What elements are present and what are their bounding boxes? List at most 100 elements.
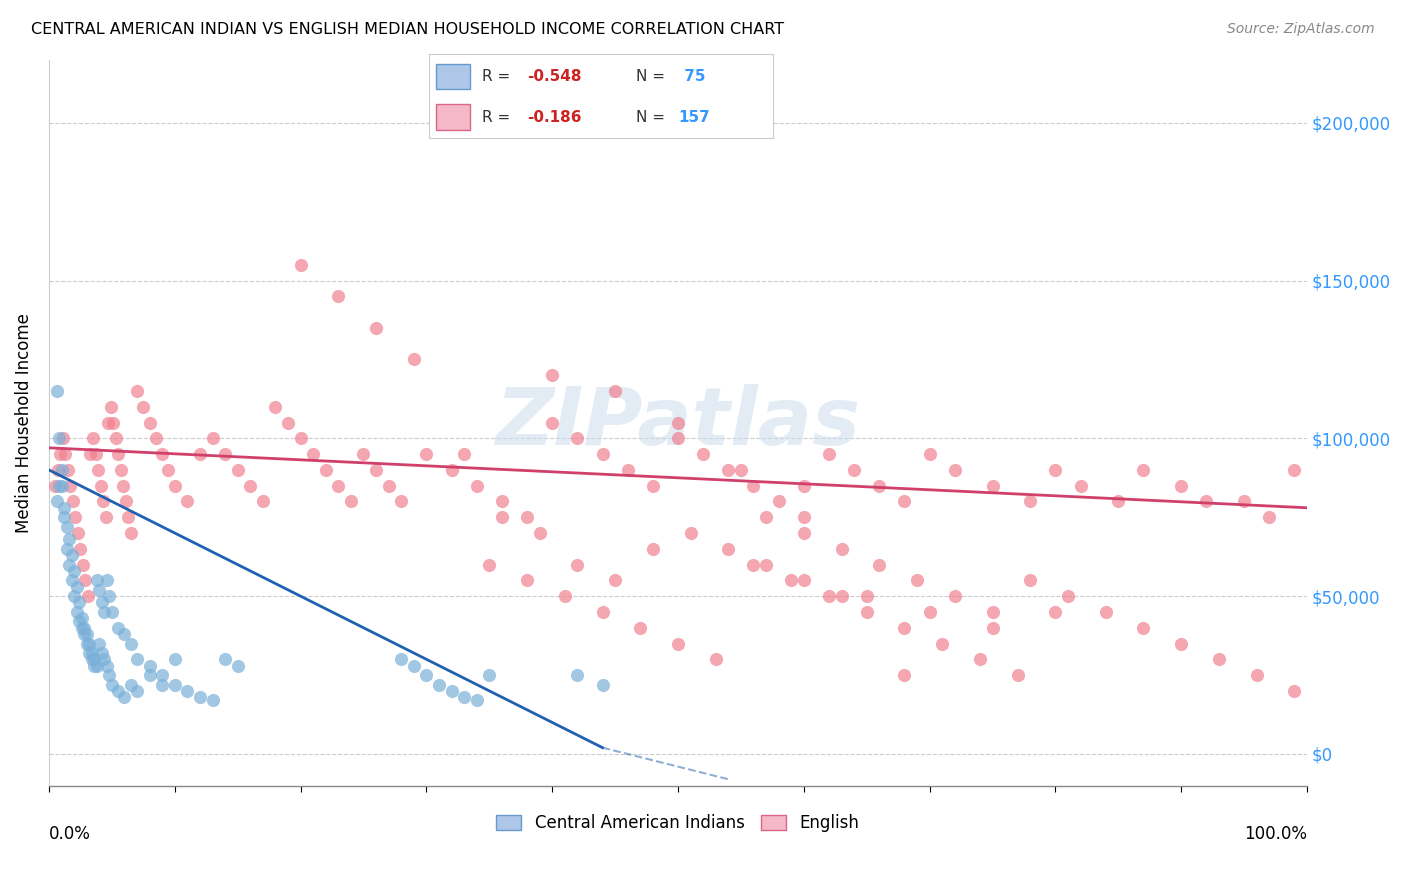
Point — [1258, 510, 1281, 524]
Point — [65, 510, 87, 524]
Point — [554, 589, 576, 603]
Point — [107, 684, 129, 698]
Point — [1019, 494, 1042, 508]
Point — [402, 352, 425, 367]
Point — [150, 447, 173, 461]
Point — [1284, 463, 1306, 477]
Point — [101, 605, 124, 619]
Text: R =: R = — [482, 110, 516, 125]
Point — [793, 574, 815, 588]
Point — [96, 658, 118, 673]
Text: N =: N = — [636, 110, 669, 125]
Point — [742, 479, 765, 493]
Point — [93, 605, 115, 619]
Point — [842, 463, 865, 477]
Point — [62, 494, 84, 508]
Point — [80, 646, 103, 660]
Point — [1132, 463, 1154, 477]
Point — [943, 589, 966, 603]
Point — [69, 541, 91, 556]
Point — [132, 400, 155, 414]
Point — [45, 494, 67, 508]
Point — [163, 652, 186, 666]
Point — [163, 677, 186, 691]
Point — [679, 526, 702, 541]
Point — [641, 479, 664, 493]
Point — [465, 479, 488, 493]
Point — [427, 677, 450, 691]
Point — [114, 627, 136, 641]
Point — [239, 479, 262, 493]
Point — [104, 431, 127, 445]
Point — [45, 384, 67, 398]
Point — [1132, 621, 1154, 635]
Point — [107, 447, 129, 461]
Point — [328, 289, 350, 303]
Point — [60, 548, 83, 562]
Point — [893, 668, 915, 682]
Point — [389, 652, 412, 666]
Legend: Central American Indians, English: Central American Indians, English — [489, 807, 866, 838]
Point — [53, 500, 76, 515]
Point — [491, 510, 513, 524]
Point — [918, 605, 941, 619]
Point — [114, 690, 136, 705]
Point — [55, 541, 77, 556]
Text: Source: ZipAtlas.com: Source: ZipAtlas.com — [1227, 22, 1375, 37]
Point — [855, 605, 877, 619]
Point — [58, 533, 80, 547]
Point — [112, 479, 135, 493]
Point — [1284, 684, 1306, 698]
Point — [603, 574, 626, 588]
Point — [277, 416, 299, 430]
Point — [67, 595, 90, 609]
Text: -0.548: -0.548 — [527, 69, 582, 84]
Point — [516, 510, 538, 524]
Point — [541, 368, 564, 383]
Point — [516, 574, 538, 588]
Point — [90, 646, 112, 660]
Point — [83, 658, 105, 673]
Point — [793, 479, 815, 493]
Point — [52, 431, 75, 445]
Point — [75, 574, 97, 588]
Point — [1070, 479, 1092, 493]
Point — [125, 384, 148, 398]
Point — [567, 668, 589, 682]
Point — [402, 658, 425, 673]
Point — [328, 479, 350, 493]
Point — [377, 479, 399, 493]
Point — [290, 431, 312, 445]
Point — [150, 677, 173, 691]
Point — [188, 690, 211, 705]
Point — [868, 558, 890, 572]
Text: 157: 157 — [679, 110, 710, 125]
Y-axis label: Median Household Income: Median Household Income — [15, 312, 32, 533]
Point — [157, 463, 180, 477]
Point — [893, 621, 915, 635]
Point — [66, 580, 89, 594]
Point — [491, 494, 513, 508]
Point — [67, 615, 90, 629]
Point — [302, 447, 325, 461]
Point — [592, 677, 614, 691]
Point — [91, 494, 114, 508]
Point — [89, 636, 111, 650]
Point — [58, 558, 80, 572]
Point — [89, 582, 111, 597]
Point — [49, 447, 72, 461]
Point — [90, 479, 112, 493]
Point — [742, 558, 765, 572]
Point — [66, 526, 89, 541]
Point — [226, 463, 249, 477]
Point — [53, 510, 76, 524]
Point — [60, 574, 83, 588]
Point — [704, 652, 727, 666]
Text: 75: 75 — [679, 69, 704, 84]
Point — [214, 447, 236, 461]
Point — [120, 636, 142, 650]
Text: N =: N = — [636, 69, 669, 84]
Point — [415, 447, 437, 461]
Point — [592, 605, 614, 619]
Point — [150, 668, 173, 682]
